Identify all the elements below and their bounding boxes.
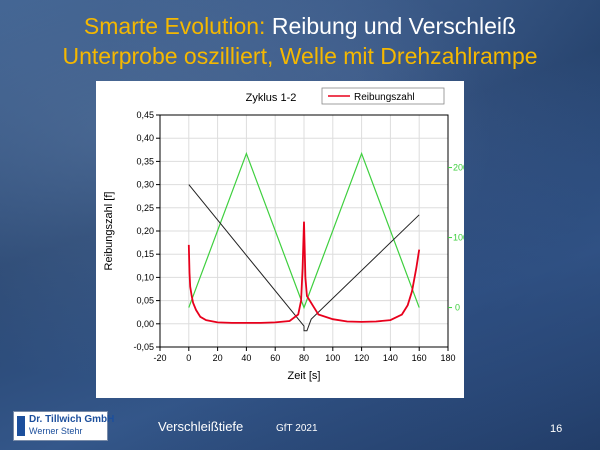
- chart-background: [96, 81, 464, 398]
- x-tick-label: 40: [241, 353, 251, 363]
- speed-line: [188, 151, 420, 310]
- laser-line: [188, 184, 420, 332]
- y2-tick-label: 2000: [453, 163, 464, 173]
- legend-box: [321, 87, 445, 105]
- x-tick-label: 60: [270, 353, 280, 363]
- x-tick-label: 100: [325, 353, 340, 363]
- y-tick-label: 0,40: [136, 133, 154, 143]
- y-tick-label: 0,25: [136, 203, 154, 213]
- y-tick-label: 0,15: [136, 249, 154, 259]
- x-tick-label: 0: [186, 353, 191, 363]
- chart-panel: -20 0 20 40 60 80 100 120 140 160 180 -0,05 0,00 0,05…: [96, 81, 513, 398]
- title-rest: Reibung und Verschleiß: [271, 13, 517, 39]
- y-tick-label: 0,00: [136, 319, 154, 329]
- x-tick-label: 120: [354, 353, 369, 363]
- legend-label: Reibungszahl: [354, 92, 415, 103]
- x-tick-label: 180: [440, 353, 455, 363]
- friction-line: [187, 221, 421, 324]
- company-logo: Dr. Tillwich GmbH Werner Stehr: [13, 411, 114, 441]
- slide-title: Smarte Evolution: Reibung und Verschleiß: [0, 12, 600, 40]
- y-tick-label: 0,30: [136, 180, 154, 190]
- title-highlight: Smarte Evolution:: [83, 13, 266, 39]
- y-tick-label: 0,35: [136, 156, 154, 166]
- y2-tick-label: 1000: [453, 233, 464, 243]
- logo-mark: [17, 416, 25, 436]
- y-tick-label: 0,05: [136, 296, 154, 306]
- friction-chart: -20 0 20 40 60 80 100 120 140 160 180 -0,05 0,00 0,05…: [96, 81, 513, 398]
- x-axis-title: Zeit [s]: [287, 370, 320, 382]
- x-tick-label: 160: [412, 353, 427, 363]
- page-number: 16: [550, 423, 563, 435]
- logo-person-name: Werner Stehr: [29, 426, 83, 436]
- y-tick-label: 0,45: [136, 110, 154, 120]
- x-tick-label: -20: [153, 353, 166, 363]
- slide-subtitle: Unterprobe oszilliert, Welle mit Drehzah…: [62, 43, 538, 69]
- y-tick-label: 0,20: [136, 226, 154, 236]
- footer-caption: Verschleißtiefe: [158, 419, 244, 434]
- x-tick-label: 140: [383, 353, 398, 363]
- logo-company-name: Dr. Tillwich GmbH: [29, 414, 115, 425]
- x-tick-label: 80: [299, 353, 309, 363]
- y-tick-label: -0,05: [133, 342, 154, 352]
- y-axis-title: Reibungszahl [f]: [103, 192, 115, 271]
- x-tick-label: 20: [213, 353, 223, 363]
- y2-tick-label: 0: [455, 303, 460, 313]
- y-tick-label: 0,10: [136, 272, 154, 282]
- footer-event: GfT 2021: [276, 423, 318, 434]
- chart-title: Zyklus 1-2: [246, 92, 297, 104]
